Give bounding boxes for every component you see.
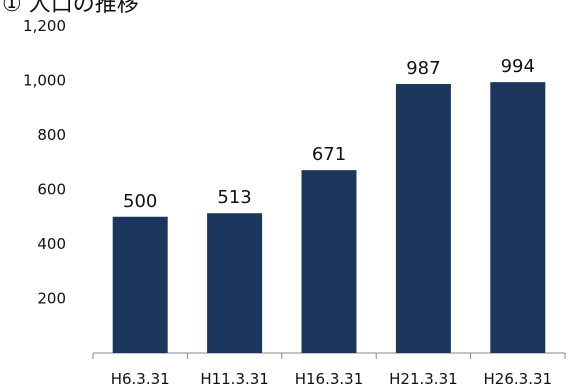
- y-tick-label: 200: [37, 290, 66, 308]
- chart-title: ① 人口の推移: [2, 0, 139, 17]
- y-tick-label: 600: [37, 181, 66, 199]
- data-label: 500: [123, 191, 157, 212]
- x-tick-label: H6.3.31: [111, 370, 170, 388]
- y-tick-label: 400: [37, 235, 66, 253]
- bar: [112, 216, 168, 353]
- data-labels: 500 513 671 987 994: [123, 56, 535, 212]
- x-tick-label: H11.3.31: [200, 370, 269, 388]
- y-tick-label: 1,000: [23, 72, 66, 90]
- x-tick-label: H21.3.31: [389, 370, 458, 388]
- bar: [207, 213, 263, 353]
- axes: [92, 352, 566, 359]
- x-tick-label: H16.3.31: [295, 370, 364, 388]
- bar: [490, 82, 546, 353]
- data-label: 671: [312, 144, 346, 165]
- y-tick-label: 800: [37, 126, 66, 144]
- y-axis-ticks: 200 400 600 800 1,000 1,200: [23, 17, 66, 308]
- data-label: 987: [406, 58, 440, 79]
- data-label: 513: [217, 187, 251, 208]
- bar: [301, 170, 357, 353]
- data-label: 994: [501, 56, 535, 77]
- x-axis-labels: H6.3.31 H11.3.31 H16.3.31 H21.3.31 H26.3.31: [111, 370, 552, 388]
- bar: [395, 84, 451, 353]
- y-tick-label: 1,200: [23, 17, 66, 35]
- x-tick-label: H26.3.31: [484, 370, 553, 388]
- bars: [112, 82, 546, 353]
